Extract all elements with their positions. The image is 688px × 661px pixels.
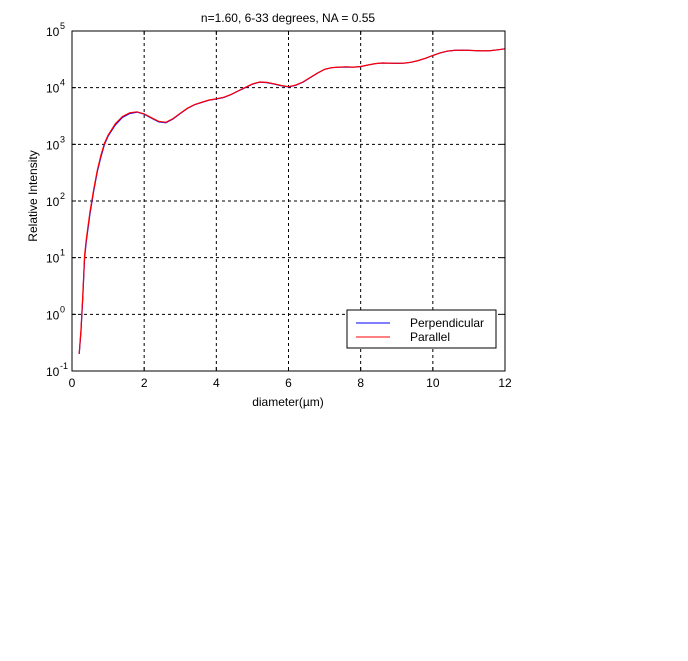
- x-tick-label: 4: [213, 376, 220, 390]
- y-tick-label: 10 0: [46, 304, 65, 322]
- y-tick-label: 10 5: [46, 21, 65, 39]
- y-tick-label-base: 10: [46, 138, 60, 152]
- y-tick-label: 10 4: [46, 78, 65, 96]
- axis-ticks: [71, 30, 506, 372]
- grid-lines: [72, 31, 505, 371]
- x-tick-label: 8: [357, 376, 364, 390]
- legend-box: [346, 309, 497, 349]
- y-tick-label-exponent: 2: [60, 191, 65, 201]
- series-layer: [78, 48, 506, 354]
- y-tick-label-exponent: 1: [60, 248, 65, 258]
- y-tick-label-exponent: 5: [60, 21, 65, 31]
- x-tick-label: 10: [426, 376, 440, 390]
- x-axis-label: diameter(µm): [252, 395, 324, 409]
- y-tick-label: 10 1: [46, 248, 65, 266]
- y-tick-label-base: 10: [46, 365, 60, 379]
- y-tick-label: 10 3: [46, 134, 65, 152]
- y-tick-label-exponent: -1: [60, 361, 68, 371]
- y-tick-label-base: 10: [46, 308, 60, 322]
- x-tick-label: 12: [498, 376, 512, 390]
- legend-label-parallel: Parallel: [410, 330, 450, 344]
- legend: Perpendicular Parallel: [346, 309, 497, 349]
- y-tick-label-exponent: 3: [60, 134, 65, 144]
- y-axis-label: Relative Intensity: [26, 150, 40, 241]
- x-tick-labels: 0 2 4 6 8 10 12: [69, 376, 512, 390]
- x-tick-label: 6: [285, 376, 292, 390]
- x-tick-label: 2: [141, 376, 148, 390]
- series-line-parallel: [78, 48, 506, 354]
- y-tick-label-base: 10: [46, 252, 60, 266]
- chart-title: n=1.60, 6-33 degrees, NA = 0.55: [201, 11, 375, 25]
- legend-label-perpendicular: Perpendicular: [410, 316, 484, 330]
- y-tick-label-base: 10: [46, 82, 60, 96]
- y-tick-label-base: 10: [46, 25, 60, 39]
- y-tick-label-exponent: 0: [60, 304, 65, 314]
- y-tick-label-base: 10: [46, 195, 60, 209]
- y-tick-label: 10 -1: [46, 361, 68, 379]
- y-tick-label-exponent: 4: [60, 78, 65, 88]
- y-tick-label: 10 2: [46, 191, 65, 209]
- x-tick-label: 0: [69, 376, 76, 390]
